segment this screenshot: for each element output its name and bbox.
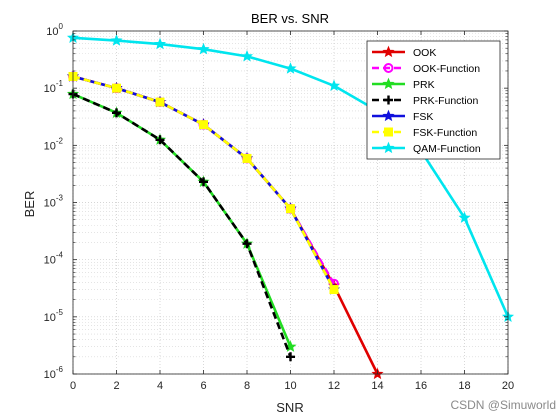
x-tick-label: 10: [284, 380, 296, 392]
data-point: [458, 211, 471, 223]
legend-label: FSK: [413, 111, 433, 123]
x-tick-label: 12: [328, 380, 340, 392]
data-point: [153, 37, 167, 50]
y-tick-label: 10-6: [44, 365, 64, 381]
x-tick-label: 16: [415, 380, 427, 392]
data-point: [382, 141, 395, 154]
y-tick-label: 10-5: [44, 308, 64, 324]
x-tick-label: 4: [157, 380, 163, 392]
legend-label: QAM-Function: [413, 143, 481, 155]
data-point: [382, 109, 395, 122]
series-line-prk-function: [72, 92, 292, 358]
y-tick-label: 10-2: [44, 136, 64, 152]
legend-label: OOK: [413, 47, 436, 59]
legend-label: PRK-Function: [413, 95, 479, 107]
data-point: [327, 79, 341, 91]
x-tick-label: 2: [113, 380, 119, 392]
legend-entry-fsk: FSK: [372, 109, 433, 123]
x-tick-label: 18: [458, 380, 470, 392]
data-point: [110, 34, 123, 46]
data-point: [383, 63, 394, 73]
data-point: [284, 62, 297, 74]
data-point: [286, 352, 295, 362]
series-prk-function: [68, 89, 295, 362]
x-tick-label: 6: [200, 380, 206, 392]
data-point: [199, 120, 208, 130]
data-point: [155, 135, 165, 145]
data-point: [242, 239, 252, 249]
legend-entry-ook-function: OOK-Function: [372, 63, 480, 75]
legend-entry-qam-function: QAM-Function: [372, 141, 481, 155]
data-point: [242, 153, 252, 163]
y-tick-label: 10-3: [44, 194, 64, 210]
data-point: [155, 97, 165, 107]
legend-entry-ook: OOK: [372, 45, 436, 59]
legend-label: OOK-Function: [413, 63, 480, 75]
data-point: [112, 108, 121, 118]
x-axis-label: SNR: [276, 400, 303, 415]
data-point: [197, 42, 210, 55]
data-point: [382, 45, 395, 58]
legend-entry-prk-function: PRK-Function: [372, 95, 479, 107]
legend-entry-fsk-function: FSK-Function: [372, 127, 477, 139]
data-point: [240, 50, 254, 62]
data-point: [382, 77, 395, 90]
series-layer: [66, 31, 515, 380]
data-point: [329, 285, 339, 295]
axes: 0 2 4 6 8 10 12 14 16 18 20 100 10-1 10-2 10-3 10-4 10-5…: [44, 22, 515, 392]
x-tick-label: 14: [371, 380, 383, 392]
legend: OOK OOK-Function PRK PRK-Function FSK FSK-Fun…: [366, 40, 501, 160]
data-point: [384, 127, 393, 137]
data-point: [384, 95, 393, 105]
data-point: [199, 177, 208, 187]
watermark: CSDN @Simuworld: [450, 398, 556, 412]
x-tick-label: 20: [502, 380, 514, 392]
chart-title: BER vs. SNR: [251, 11, 329, 26]
x-tick-label: 8: [244, 380, 250, 392]
y-tick-label: 10-1: [44, 79, 64, 95]
legend-label: FSK-Function: [413, 127, 477, 139]
x-tick-label: 0: [70, 380, 76, 392]
legend-label: PRK: [413, 79, 435, 91]
y-tick-label: 100: [46, 22, 63, 38]
data-point: [112, 83, 121, 93]
legend-entry-prk: PRK: [372, 77, 435, 91]
y-tick-label: 10-4: [44, 251, 64, 267]
data-point: [286, 204, 295, 214]
y-axis-label: BER: [22, 191, 37, 218]
